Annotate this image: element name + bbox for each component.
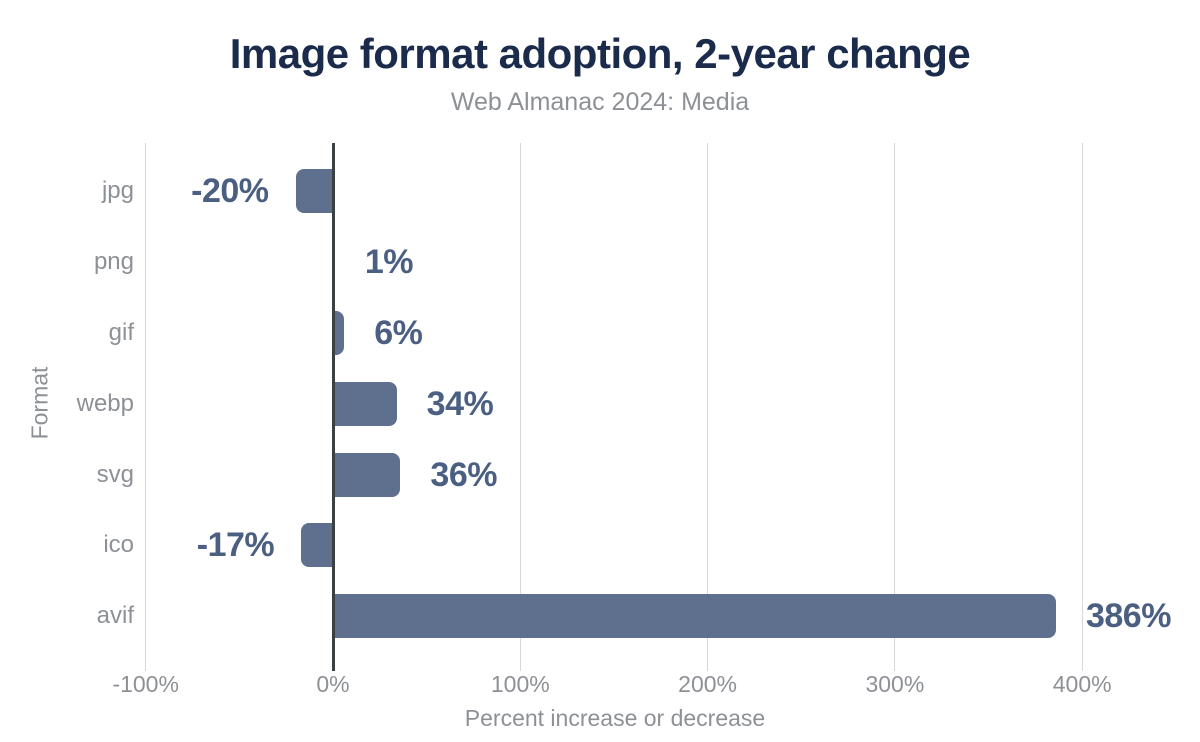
value-label-gif: 6% <box>374 314 423 352</box>
chart-title: Image format adoption, 2-year change <box>229 30 971 77</box>
category-label-webp: webp <box>76 389 134 417</box>
x-axis-title: Percent increase or decrease <box>464 705 766 731</box>
gridline <box>894 143 896 671</box>
category-label-svg: svg <box>96 460 134 488</box>
value-label-svg: 36% <box>430 455 497 494</box>
x-tick-label: 200% <box>678 671 737 697</box>
value-label-ico: -17% <box>196 526 275 565</box>
bar-webp <box>333 381 397 426</box>
value-label-png: 1% <box>364 243 414 282</box>
category-label-gif: gif <box>108 319 134 346</box>
gridline <box>519 143 521 671</box>
gridline <box>1081 143 1083 671</box>
value-label-webp: 34% <box>426 384 494 423</box>
bar-avif <box>333 594 1056 639</box>
category-label-jpg: jpg <box>101 177 134 205</box>
chart-subtitle: Web Almanac 2024: Media <box>450 88 750 116</box>
category-label-avif: avif <box>96 602 134 630</box>
x-tick-label: 0% <box>316 671 350 697</box>
x-tick-label: 400% <box>1052 671 1112 697</box>
bar-jpg <box>295 169 333 214</box>
bar-ico <box>301 523 333 568</box>
value-label-avif: 386% <box>1085 597 1171 636</box>
category-label-ico: ico <box>103 531 134 559</box>
x-tick-label: 100% <box>490 671 550 697</box>
value-label-jpg: -20% <box>191 172 269 211</box>
x-tick-label: 300% <box>865 671 925 697</box>
bar-gif <box>333 311 345 355</box>
zero-axis-line <box>331 143 335 671</box>
bar-svg <box>333 452 401 497</box>
gridline <box>707 143 709 671</box>
x-tick-label: -100% <box>112 671 179 697</box>
gridline <box>145 143 147 671</box>
category-label-png: png <box>93 248 134 276</box>
